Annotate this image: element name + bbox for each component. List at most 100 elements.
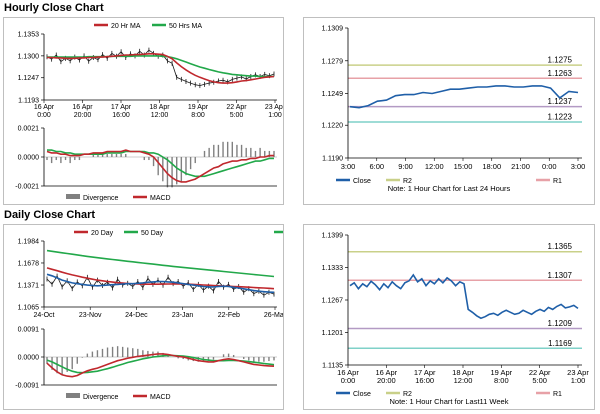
- macd-line: [46, 149, 274, 183]
- svg-daily-left-price-ytick-label: 1.1984: [18, 239, 40, 246]
- price-xtick-label: 24-Dec: [125, 312, 148, 319]
- pivot-xtick-label: 22 Apr: [529, 368, 551, 377]
- svg-hourly-left-macd-ytick-label: 0.0000: [18, 155, 40, 162]
- svg-daily-right-ytick-label: 1.1135: [322, 363, 343, 370]
- price-xtick-label: 16 Apr: [34, 104, 55, 111]
- price-xtick-label: 22 Apr: [226, 104, 247, 111]
- pivot-xtick-label: 12:00: [454, 376, 473, 385]
- pivot-xtick-label: 16:00: [415, 376, 434, 385]
- pivot-level-label: 1.1169: [548, 339, 572, 348]
- hourly-pivot-chart: 1.1309 1.1279 1.1249 1.1220 1.1190 1.1275 1.12…: [322, 26, 586, 194]
- price-xtick-label: 16:00: [112, 112, 130, 119]
- pivot-xtick-label: 9:00: [398, 162, 413, 171]
- svg-daily-right-legend-label: R2: [403, 391, 412, 398]
- pivot-xtick-label: 16 Apr: [337, 368, 359, 377]
- svg-daily-left-macd-ytick-label: 0.0091: [18, 327, 40, 334]
- svg-daily-left-macd-legend-swatch: [66, 393, 80, 398]
- svg-daily-left-price-legend-label: 20 Day: [91, 230, 114, 237]
- ma200-line: [46, 249, 275, 278]
- svg-daily-right-ytick-label: 1.1201: [322, 330, 344, 337]
- svg-hourly-left-macd-ytick-label: 0.0021: [18, 126, 40, 133]
- svg-hourly-left-macd-legend-label: Divergence: [83, 195, 119, 202]
- pivot-xtick-label: 0:00: [341, 376, 356, 385]
- pivot-note: Note: 1 Hour Chart for Last11 Week: [390, 397, 509, 406]
- pivot-xtick-label: 20:00: [377, 376, 396, 385]
- pivot-xtick-label: 8:00: [494, 376, 509, 385]
- pivot-xtick-label: 17 Apr: [414, 368, 436, 377]
- pivot-level-label: 1.1307: [548, 271, 573, 280]
- hourly-left-panel: 20 Hr MA 50 Hrs MA 1.1353 1.1300 1.1247 1.119…: [3, 17, 372, 205]
- daily-section-title: Daily Close Chart: [4, 209, 96, 221]
- svg-daily-left-macd-legend-label: Divergence: [83, 394, 119, 401]
- ma50-line: [46, 267, 275, 290]
- svg-hourly-right-ytick-label: 1.1279: [322, 58, 344, 65]
- svg-hourly-right-ytick-label: 1.1220: [322, 123, 344, 130]
- hourly-right-panel: 1.1309 1.1279 1.1249 1.1220 1.1190 1.1275 1.12…: [303, 17, 595, 205]
- svg-hourly-right-legend-label: Close: [353, 178, 371, 185]
- svg-daily-left-price-ytick-label: 1.1065: [18, 305, 40, 312]
- pivot-xtick-label: 23 Apr: [567, 368, 589, 377]
- pivot-level-label: 1.1275: [548, 56, 573, 65]
- svg-hourly-right-legend-label: R2: [403, 178, 412, 185]
- ma20-line: [46, 273, 275, 294]
- svg-hourly-left-price-legend-label: 50 Hrs MA: [169, 23, 202, 30]
- hourly-section-title: Hourly Close Chart: [4, 2, 104, 14]
- svg-daily-left-price-ytick-label: 1.1371: [18, 283, 40, 290]
- svg-daily-left-price-legend-label: 50 Day: [141, 230, 164, 237]
- pivot-close-line: [349, 85, 579, 109]
- pivot-xtick-label: 1:00: [571, 376, 586, 385]
- price-xtick-label: 26-Mar: [264, 312, 283, 319]
- svg-hourly-right-legend-label: R1: [553, 178, 562, 185]
- pivot-xtick-label: 12:00: [425, 162, 444, 171]
- pivot-xtick-label: 18:00: [482, 162, 501, 171]
- macd-signal-line: [46, 354, 275, 374]
- macd-signal-line: [47, 149, 274, 178]
- pivot-xtick-label: 16 Apr: [375, 368, 397, 377]
- svg-daily-left-macd-ytick-label: 0.0000: [18, 355, 40, 362]
- price-xtick-label: 8:00: [191, 112, 205, 119]
- price-xtick-label: 5:00: [230, 112, 244, 119]
- ma20-line: [47, 52, 275, 84]
- svg-daily-left-price-ytick-label: 1.1678: [18, 260, 40, 267]
- price-xtick-label: 1:00: [268, 112, 282, 119]
- price-xtick-label: 23 Apr: [265, 104, 283, 111]
- svg-hourly-right-ytick-label: 1.1309: [322, 26, 344, 33]
- svg-daily-left-macd-ytick-label: -0.0091: [15, 383, 39, 390]
- daily-right-panel: 1.1399 1.1333 1.1267 1.1201 1.1135 1.1365 1.13…: [303, 224, 595, 410]
- pivot-xtick-label: 6:00: [369, 162, 384, 171]
- price-xtick-label: 24-Oct: [33, 312, 54, 319]
- svg-daily-right-legend-label: R1: [553, 391, 562, 398]
- price-xtick-label: 16 Apr: [72, 104, 93, 111]
- pivot-xtick-label: 3:00: [341, 162, 356, 171]
- price-xtick-label: 0:00: [37, 112, 51, 119]
- macd-line: [46, 353, 275, 378]
- pivot-xtick-label: 5:00: [532, 376, 547, 385]
- svg-daily-right-ytick-label: 1.1267: [322, 298, 344, 305]
- pivot-xtick-label: 0:00: [542, 162, 557, 171]
- price-xtick-label: 12:00: [151, 112, 169, 119]
- price-xtick-label: 22-Feb: [218, 312, 240, 319]
- svg-hourly-left-price-ytick-label: 1.1193: [18, 98, 39, 105]
- price-xtick-label: 20:00: [74, 112, 92, 119]
- pivot-xtick-label: 3:00: [571, 162, 586, 171]
- close-line: [46, 275, 275, 296]
- price-xtick-label: 17 Apr: [111, 104, 132, 111]
- svg-hourly-left-macd-ytick-label: -0.0021: [15, 184, 39, 191]
- svg-daily-right-ytick-label: 1.1333: [322, 265, 344, 272]
- pivot-level-label: 1.1263: [548, 69, 573, 78]
- pivot-note: Note: 1 Hour Chart for Last 24 Hours: [388, 184, 511, 193]
- svg-daily-left-macd-legend-label: MACD: [150, 394, 171, 401]
- price-xtick-label: 23-Nov: [79, 312, 102, 319]
- price-xtick-label: 23-Jan: [172, 312, 194, 319]
- hourly-close-chart: 20 Hr MA 50 Hrs MA 1.1353 1.1300 1.1247 1.119…: [15, 23, 372, 202]
- pivot-level-label: 1.1237: [548, 97, 573, 106]
- pivot-level-label: 1.1209: [548, 319, 573, 328]
- pivot-xtick-label: 15:00: [454, 162, 473, 171]
- svg-hourly-right-ytick-label: 1.1249: [322, 91, 344, 98]
- pivot-xtick-label: 18 Apr: [452, 368, 474, 377]
- svg-hourly-left-macd-legend-label: MACD: [150, 195, 171, 202]
- svg-daily-right-ytick-label: 1.1399: [322, 233, 344, 240]
